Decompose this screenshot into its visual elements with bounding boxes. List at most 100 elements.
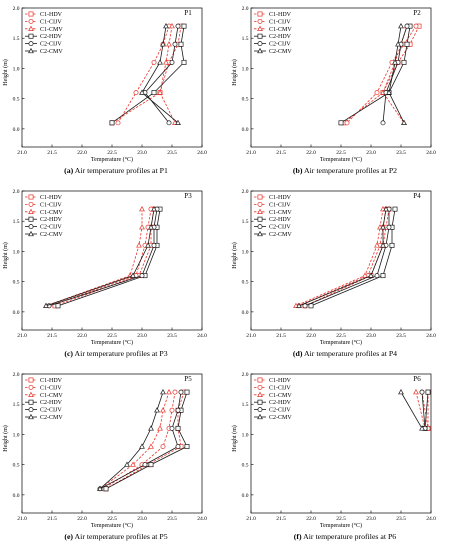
- y-axis-label: Height (m): [2, 59, 9, 86]
- legend-label: C1-HDV: [269, 195, 292, 201]
- legend-label: C1-CIJV: [40, 19, 62, 25]
- series-line: [421, 392, 429, 429]
- x-tick-label: 21.0: [17, 333, 27, 339]
- data-point: [163, 59, 169, 65]
- data-point: [383, 206, 389, 212]
- data-point: [175, 23, 181, 29]
- x-tick-label: 24.0: [426, 333, 436, 339]
- y-tick-label: 2.0: [13, 6, 20, 12]
- x-tick-label: 22.0: [77, 333, 87, 339]
- data-point: [404, 23, 410, 29]
- y-tick-label: 1.5: [242, 219, 249, 225]
- legend-marker: [28, 384, 34, 390]
- data-point: [169, 59, 175, 65]
- legend-label: C2-HDV: [269, 217, 292, 223]
- legend-marker: [257, 391, 263, 397]
- panel-caption: (f) Air temperature profiles at P6: [294, 532, 397, 541]
- x-axis-label: Temperature (°C): [91, 339, 133, 346]
- series-line: [48, 209, 158, 307]
- data-point: [374, 90, 380, 96]
- series-line: [421, 392, 426, 429]
- series-c2-hdv: [103, 389, 190, 492]
- panel-title: P2: [413, 9, 421, 17]
- data-point: [175, 119, 181, 125]
- y-tick-label: 1.0: [242, 249, 249, 255]
- x-axis-label: Temperature (°C): [320, 339, 362, 346]
- legend-label: C1-CMV: [269, 393, 292, 399]
- series-line: [298, 209, 387, 307]
- data-point: [151, 90, 157, 96]
- data-point: [148, 443, 154, 449]
- data-point: [380, 224, 386, 230]
- data-point: [115, 120, 121, 126]
- y-tick-label: 0.5: [242, 463, 249, 469]
- caption-letter: (d): [293, 349, 303, 358]
- data-point: [181, 23, 187, 29]
- legend-label: C2-CMV: [269, 49, 292, 55]
- panel-caption: (e) Air temperature profiles at P5: [64, 532, 167, 541]
- legend-label: C1-HDV: [269, 12, 292, 18]
- x-axis-label: Temperature (°C): [91, 522, 133, 529]
- data-point: [97, 485, 103, 491]
- x-tick-label: 22.0: [306, 516, 316, 522]
- data-point: [136, 242, 142, 248]
- data-point: [419, 425, 425, 431]
- series-line: [99, 392, 182, 490]
- caption-text: Air temperature profiles at P3: [73, 349, 168, 358]
- legend-marker: [257, 33, 263, 39]
- y-tick-label: 1.0: [13, 432, 20, 438]
- data-point: [145, 242, 151, 248]
- data-point: [184, 389, 190, 395]
- data-point: [157, 59, 163, 65]
- legend-label: C1-CMV: [269, 210, 292, 216]
- legend-marker: [28, 201, 34, 207]
- data-point: [166, 120, 172, 126]
- y-tick-label: 0.5: [242, 280, 249, 286]
- y-tick-label: 0.0: [13, 310, 20, 316]
- series-line: [159, 26, 176, 124]
- series-c2-hdv: [109, 23, 187, 126]
- legend-marker: [257, 407, 263, 413]
- legend-label: C1-HDV: [269, 378, 292, 384]
- legend-marker: [257, 47, 263, 54]
- y-tick-label: 2.0: [242, 372, 249, 378]
- panel-p1: 21.0 21.5 22.0 22.5 23.0 23.5 24.0 0.0 0.5 1.0 1.5…: [2, 6, 207, 175]
- y-tick-label: 2.0: [242, 6, 249, 12]
- caption-letter: (c): [64, 349, 73, 358]
- x-tick-label: 22.5: [336, 150, 346, 156]
- data-point: [395, 41, 401, 47]
- caption-text: Air temperature profiles at P4: [302, 349, 397, 358]
- legend-label: C1-CIJV: [40, 385, 62, 391]
- x-tick-label: 23.0: [137, 516, 147, 522]
- data-point: [43, 302, 49, 308]
- series-c2-cijv: [419, 389, 428, 431]
- series-line: [99, 392, 170, 490]
- y-tick-label: 1.5: [242, 36, 249, 42]
- legend-label: C1-HDV: [40, 12, 63, 18]
- series-c1-cmv: [293, 206, 386, 308]
- legend-label: C2-CMV: [40, 49, 63, 55]
- data-point: [151, 242, 157, 248]
- legend-marker: [257, 399, 263, 405]
- y-tick-label: 1.5: [242, 402, 249, 408]
- series-c2-cmv: [139, 23, 181, 125]
- data-point: [139, 273, 145, 279]
- series-line: [117, 26, 170, 124]
- data-point: [338, 120, 344, 126]
- legend-marker: [28, 25, 34, 31]
- data-point: [419, 389, 425, 395]
- x-tick-label: 23.5: [167, 516, 177, 522]
- series-c1-cijv: [344, 23, 419, 126]
- x-tick-label: 21.0: [246, 516, 256, 522]
- legend-marker: [28, 41, 34, 47]
- y-tick-label: 1.5: [13, 219, 20, 225]
- data-point: [166, 389, 172, 395]
- legend-label: C2-CMV: [40, 415, 63, 421]
- legend-label: C1-CIJV: [269, 385, 291, 391]
- data-point: [296, 302, 302, 308]
- panel-p6: 21.0 21.5 22.0 22.5 23.0 23.5 24.0 0.0 0.5 1.0 1.5…: [231, 372, 436, 541]
- y-axis-label: Height (m): [231, 425, 238, 452]
- y-tick-label: 1.5: [13, 402, 20, 408]
